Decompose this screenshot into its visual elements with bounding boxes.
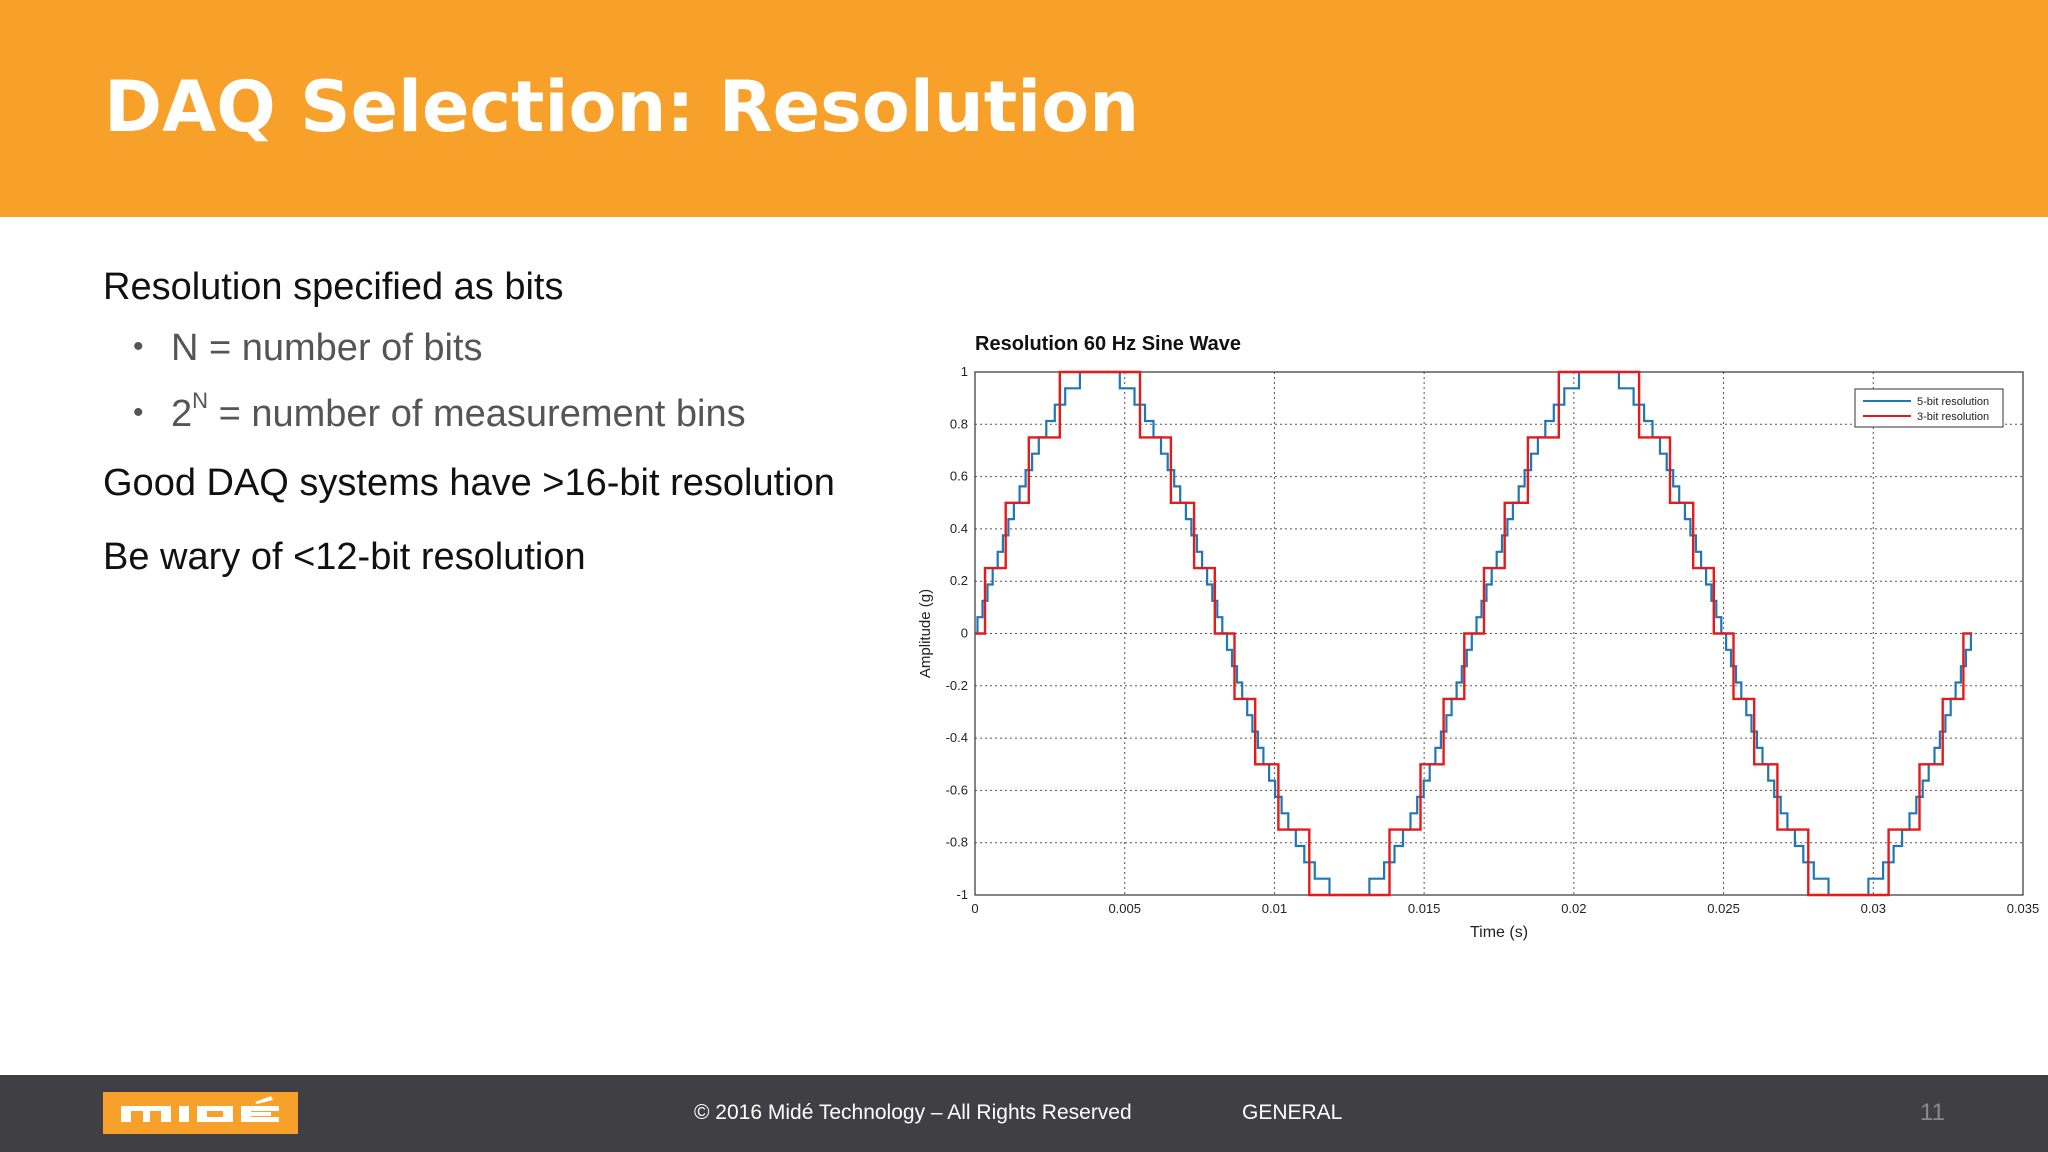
y-tick-label: -0.6 (946, 782, 968, 797)
y-tick-label: -1 (956, 887, 968, 902)
y-tick-label: 0.8 (950, 416, 968, 431)
bullet-good-daq: Good DAQ systems have >16-bit resolution (103, 462, 835, 504)
y-tick-label: 0.6 (950, 469, 968, 484)
sub-bullet-measurement-bins: • 2N = number of measurement bins (133, 388, 746, 436)
sub-bullet-n-bits: • N = number of bits (133, 327, 483, 370)
series-line-3bit (975, 370, 1973, 897)
x-axis-label: Time (s) (1470, 924, 1528, 941)
bullet-be-wary: Be wary of <12-bit resolution (103, 536, 586, 578)
x-tick-label: 0.025 (1707, 901, 1740, 916)
copyright-notice: © 2016 Midé Technology – All Rights Rese… (694, 1101, 1132, 1124)
y-tick-label: 0.4 (950, 521, 968, 536)
chart-title: Resolution 60 Hz Sine Wave (975, 333, 1241, 355)
mide-logo (103, 1092, 298, 1134)
y-tick-label: -0.8 (946, 835, 968, 850)
x-tick-label: 0.035 (2007, 901, 2040, 916)
plot-area (975, 372, 2023, 895)
legend-box (1854, 388, 2004, 428)
y-tick-label: 0 (961, 626, 968, 641)
x-tick-label: 0.03 (1861, 901, 1886, 916)
x-tick-label: 0.005 (1108, 901, 1141, 916)
y-tick-label: -0.2 (946, 678, 968, 693)
classification-label: GENERAL (1242, 1101, 1343, 1124)
y-tick-label: -0.4 (946, 730, 968, 745)
legend-entry: 5-bit resolution (1917, 396, 1989, 408)
slide-title: DAQ Selection: Resolution (104, 66, 1140, 148)
bullet-dot-icon: • (133, 396, 144, 429)
x-tick-label: 0 (971, 901, 978, 916)
resolution-chart: 0 0.005 0.01 0.015 0.02 0.025 0.03 0.035 1 0.8 0.6… (917, 333, 2040, 941)
page-number: 11 (1920, 1099, 1945, 1126)
slide-footer: © 2016 Midé Technology – All Rights Rese… (0, 1075, 2048, 1152)
sub-bullet-n-bits-text: N = number of bits (171, 327, 483, 369)
x-tick-label: 0.02 (1561, 901, 1586, 916)
slide-header: DAQ Selection: Resolution (0, 0, 2048, 217)
y-tick-label: 0.2 (950, 573, 968, 588)
bullet-resolution-bits: Resolution specified as bits (103, 266, 564, 308)
sub-bullet-exponent: N (192, 388, 209, 413)
x-tick-label: 0.015 (1408, 901, 1441, 916)
y-tick-label: 1 (961, 364, 968, 379)
bullet-dot-icon: • (133, 330, 144, 363)
sub-bullet-bins-text: = number of measurement bins (208, 393, 746, 435)
legend-entry: 3-bit resolution (1917, 411, 1989, 423)
x-tick-label: 0.01 (1262, 901, 1287, 916)
y-axis-label: Amplitude (g) (917, 589, 934, 678)
sub-bullet-base: 2 (171, 393, 193, 435)
